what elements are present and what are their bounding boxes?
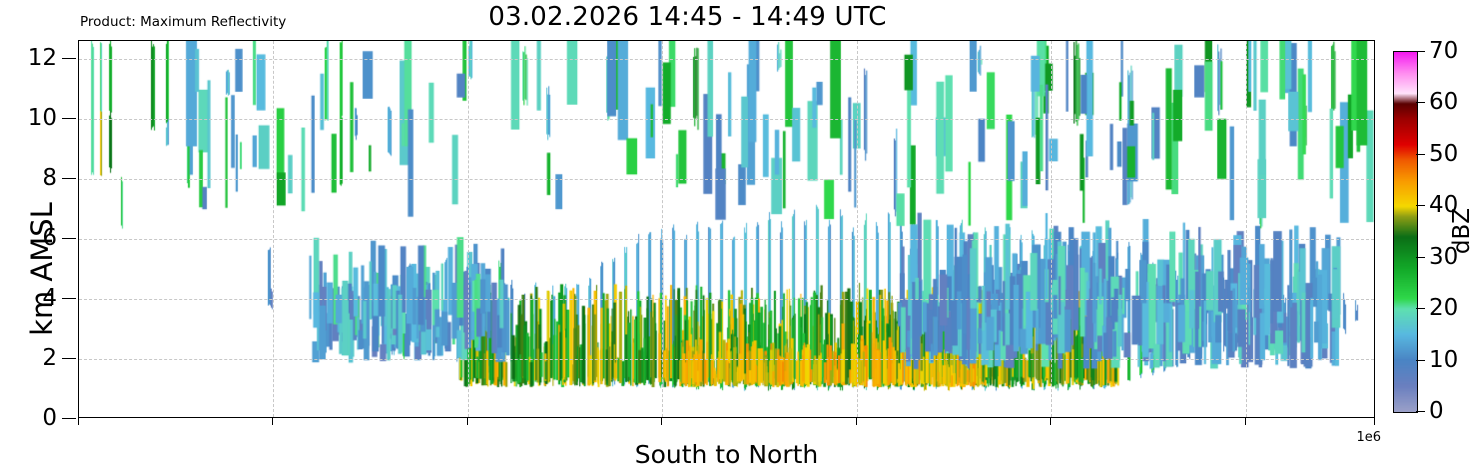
colorbar-tick-0 — [1416, 411, 1425, 412]
x-tick-7 — [1374, 418, 1375, 425]
colorbar-tick-label-7: 70 — [1429, 38, 1459, 64]
colorbar-tick-6 — [1416, 102, 1425, 104]
product-annotation: Product: Maximum Reflectivity — [80, 14, 287, 30]
colorbar-tick-label-5: 50 — [1429, 140, 1459, 167]
colorbar-tick-label-1: 10 — [1429, 346, 1459, 373]
y-tick-6 — [62, 58, 76, 59]
y-tick-4 — [62, 178, 76, 179]
colorbar-tick-5 — [1416, 153, 1425, 155]
y-axis-title: km AMSL — [25, 202, 59, 336]
x-tick-1 — [272, 418, 273, 425]
figure-title: 03.02.2026 14:45 - 14:49 UTC — [488, 2, 887, 32]
y-tick-1 — [62, 358, 76, 359]
colorbar-tick-label-6: 60 — [1429, 89, 1459, 116]
colorbar-tick-1 — [1416, 359, 1425, 361]
colorbar-tick-label-0: 0 — [1429, 398, 1444, 424]
y-tick-label-6: 12 — [27, 45, 57, 71]
x-tick-0 — [78, 418, 79, 425]
y-tick-2 — [62, 298, 76, 299]
plot-area[interactable] — [78, 40, 1375, 418]
x-tick-3 — [661, 418, 662, 425]
colorbar-tick-7 — [1416, 51, 1425, 52]
x-tick-4 — [856, 418, 857, 425]
y-tick-label-0: 0 — [42, 405, 57, 431]
y-tick-label-3: 6 — [42, 225, 57, 251]
y-tick-label-4: 8 — [42, 165, 57, 191]
y-tick-label-2: 4 — [42, 285, 57, 311]
y-tick-5 — [62, 118, 76, 119]
colorbar-tick-3 — [1416, 256, 1425, 258]
y-tick-0 — [62, 418, 76, 419]
x-tick-6 — [1245, 418, 1246, 425]
colorbar-tick-2 — [1416, 308, 1425, 310]
colorbar-tick-label-2: 20 — [1429, 295, 1459, 322]
x-axis-offset-text: 1e6 — [1356, 430, 1381, 445]
colorbar-title: dBZ — [1449, 207, 1475, 255]
x-tick-5 — [1050, 418, 1051, 425]
reflectivity-heatmap-canvas — [79, 41, 1374, 417]
colorbar-tick-label-4: 40 — [1429, 192, 1459, 219]
colorbar[interactable]: 0 10 20 30 40 50 60 70 — [1393, 38, 1458, 424]
y-tick-label-5: 10 — [27, 105, 57, 131]
x-tick-2 — [467, 418, 468, 425]
colorbar-gradient — [1393, 51, 1418, 413]
y-tick-label-1: 2 — [42, 345, 57, 371]
colorbar-tick-label-3: 30 — [1429, 243, 1459, 270]
y-tick-3 — [62, 238, 76, 239]
colorbar-tick-4 — [1416, 205, 1425, 207]
x-axis-title: South to North — [634, 440, 819, 469]
